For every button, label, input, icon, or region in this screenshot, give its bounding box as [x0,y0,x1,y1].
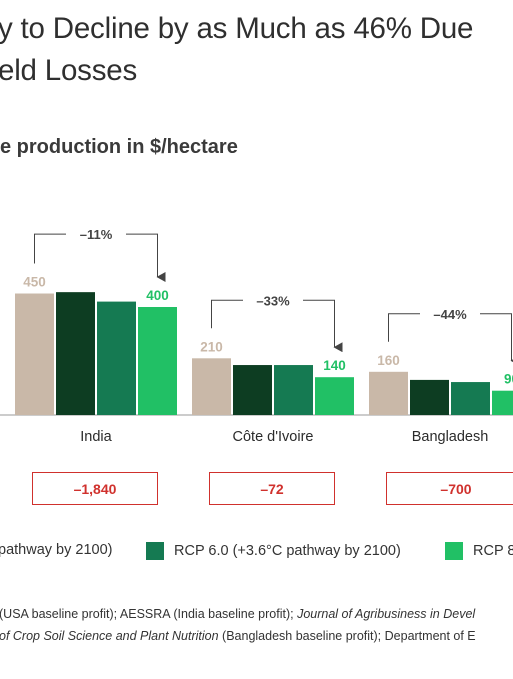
category-label-1: Côte d'Ivoire [233,429,314,445]
value-label-baseline-0: 450 [23,275,46,290]
legend-swatch-rcp6 [146,542,164,560]
bar-bangladesh-series-2 [410,379,449,415]
legend-label-rcp6: RCP 6.0 (+3.6°C pathway by 2100) [174,543,401,559]
bar-india-series-2 [56,292,95,415]
legend-label-rcp-a: pathway by 2100) [0,542,113,558]
source-text-1a: (USA baseline profit); AESSRA (India bas… [0,607,298,621]
change-bracket-right-2 [480,313,513,366]
bar-india-series-1 [15,293,54,415]
loss-box-india: –1,840 [32,472,158,505]
source-text-2b: (Bangladesh baseline profit); Department… [218,629,476,643]
source-line-2: of Crop Soil Science and Plant Nutrition… [0,625,513,647]
bar-bangladesh-series-4 [492,390,513,415]
legend-swatch-rcp8 [445,542,463,560]
value-label-rcp8-0: 400 [146,288,169,303]
source-line-1: (USA baseline profit); AESSRA (India bas… [0,603,513,625]
chart-subtitle: e production in $/hectare [0,136,238,158]
legend-item-rcp6: RCP 6.0 (+3.6°C pathway by 2100) [146,542,401,560]
bar-bangladesh-series-1 [369,371,408,415]
chart-title-line-1: y to Decline by as Much as 46% Due [0,12,474,45]
bar-c-te-d-ivoire-series-2 [233,365,272,415]
loss-box-bangladesh: –700 [386,472,513,505]
bar-india-series-3 [97,301,136,415]
legend-item-rcp8: RCP 8 [445,542,513,560]
chart-title: y to Decline by as Much as 46% Due eld L… [0,8,513,92]
bar-c-te-d-ivoire-series-3 [274,365,313,415]
change-bracket-right-0 [126,233,166,282]
change-bracket-right-1 [303,299,343,353]
change-label-2: –44% [433,307,467,322]
change-bracket-left-0 [34,233,66,264]
change-label-0: –11% [80,227,113,242]
category-label-0: India [80,429,112,445]
source-note: (USA baseline profit); AESSRA (India bas… [0,603,513,647]
loss-box-cote-divoire: –72 [209,472,335,505]
change-bracket-left-2 [388,313,420,342]
bar-c-te-d-ivoire-series-4 [315,377,354,415]
bar-c-te-d-ivoire-series-1 [192,358,231,415]
legend-label-rcp8: RCP 8 [473,543,513,559]
category-label-2: Bangladesh [412,429,489,445]
change-bracket-left-1 [211,299,243,329]
bar-india-series-4 [138,307,177,415]
value-label-baseline-2: 160 [377,353,400,368]
bar-chart: 450 400 India –11% 210 140 Côte d'Ivoire –33% 16… [0,227,513,445]
value-label-rcp8-1: 140 [323,358,346,373]
change-label-1: –33% [256,293,290,308]
source-text-2a: of Crop Soil Science and Plant Nutrition [0,629,219,643]
value-label-baseline-1: 210 [200,339,223,354]
source-text-1b: Journal of Agribusiness in Devel [297,607,476,621]
legend-item-rcp-a: pathway by 2100) [0,542,112,558]
value-label-rcp8-2: 90 [504,372,513,387]
bar-bangladesh-series-3 [451,382,490,415]
chart-title-line-2: eld Losses [0,54,138,87]
